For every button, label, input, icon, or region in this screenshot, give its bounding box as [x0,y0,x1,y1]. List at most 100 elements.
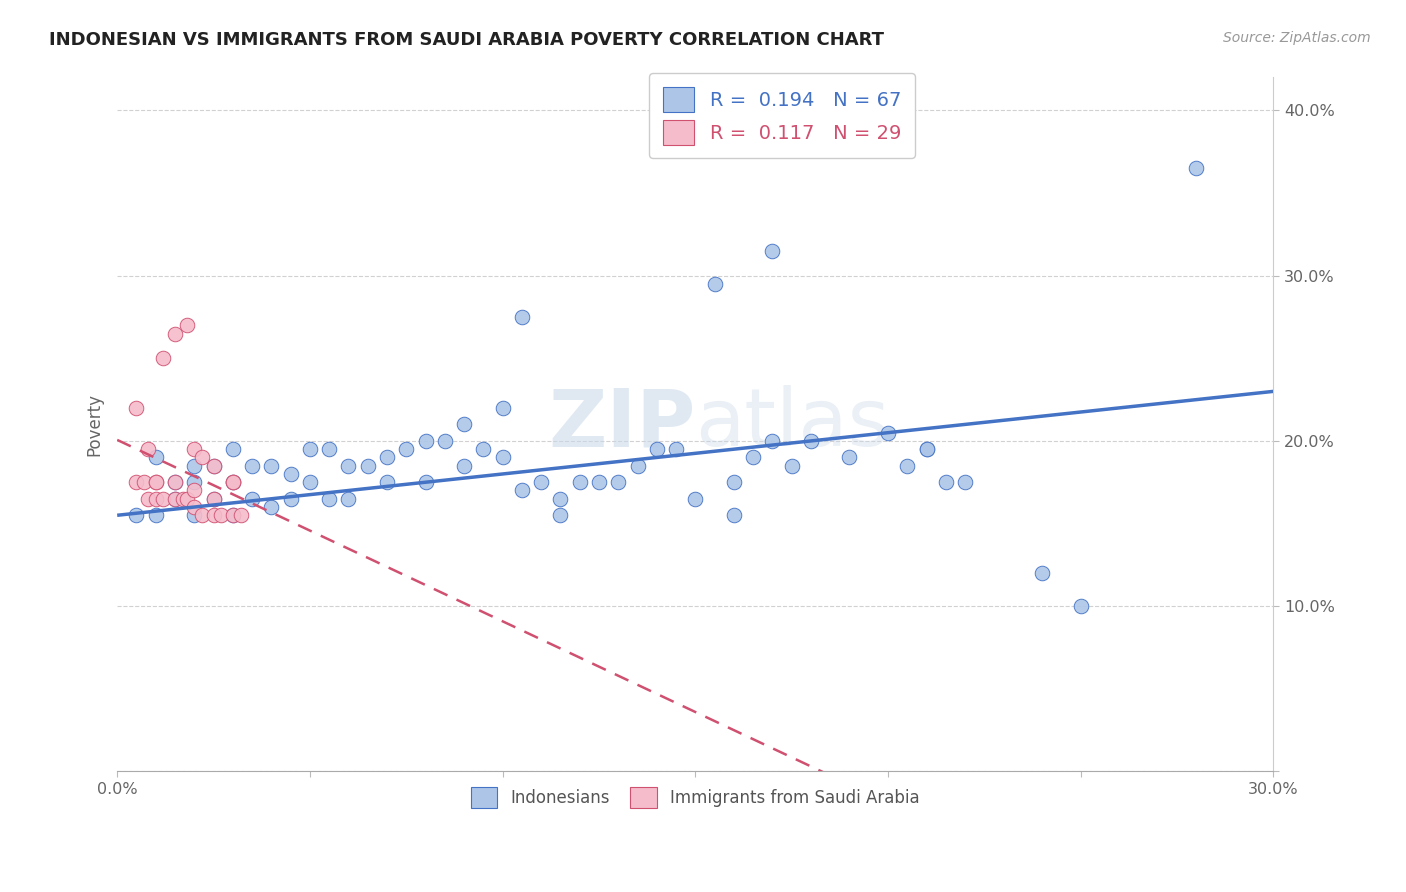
Point [163,326,186,341]
Point [915,442,938,457]
Point [125,401,148,415]
Point [202,491,225,506]
Point [761,434,783,448]
Point [337,458,360,473]
Point [357,458,380,473]
Point [337,491,360,506]
Point [145,475,167,490]
Point [375,450,398,465]
Text: INDONESIAN VS IMMIGRANTS FROM SAUDI ARABIA POVERTY CORRELATION CHART: INDONESIAN VS IMMIGRANTS FROM SAUDI ARAB… [49,31,884,49]
Point [183,475,205,490]
Point [510,310,533,324]
Point [136,491,159,506]
Point [222,475,245,490]
Point [163,475,186,490]
Point [145,450,167,465]
Point [1031,566,1053,581]
Point [222,475,245,490]
Point [838,450,860,465]
Point [550,491,572,506]
Point [703,277,725,291]
Point [191,508,214,523]
Point [183,458,205,473]
Point [134,475,156,490]
Point [935,475,957,490]
Point [568,475,591,490]
Point [152,351,174,366]
Point [280,467,302,481]
Point [415,475,437,490]
Point [491,401,513,415]
Point [375,475,398,490]
Point [415,434,437,448]
Point [229,508,252,523]
Point [1070,599,1092,614]
Point [453,458,475,473]
Point [222,475,245,490]
Point [298,475,321,490]
Point [172,491,194,506]
Point [607,475,630,490]
Point [723,475,745,490]
Point [877,425,900,440]
Point [202,458,225,473]
Point [645,442,668,457]
Point [163,491,186,506]
Point [280,491,302,506]
Point [152,491,174,506]
Point [550,508,572,523]
Point [163,491,186,506]
Point [222,508,245,523]
Point [780,458,803,473]
Text: atlas: atlas [696,385,890,464]
Point [163,475,186,490]
Point [915,442,938,457]
Text: Source: ZipAtlas.com: Source: ZipAtlas.com [1223,31,1371,45]
Point [183,508,205,523]
Point [1185,161,1208,176]
Point [665,442,688,457]
Point [145,491,167,506]
Point [222,442,245,457]
Point [191,450,214,465]
Point [125,508,148,523]
Point [318,442,340,457]
Point [588,475,610,490]
Point [183,500,205,514]
Point [530,475,553,490]
Point [202,508,225,523]
Point [209,508,232,523]
Point [800,434,823,448]
Point [298,442,321,457]
Point [202,458,225,473]
Point [510,483,533,498]
Point [176,491,198,506]
Point [685,491,707,506]
Point [240,458,263,473]
Legend: Indonesians, Immigrants from Saudi Arabia: Indonesians, Immigrants from Saudi Arabi… [464,780,927,815]
Point [953,475,976,490]
Point [176,318,198,333]
Y-axis label: Poverty: Poverty [86,392,103,456]
Point [395,442,418,457]
Point [260,500,283,514]
Point [896,458,918,473]
Point [125,475,148,490]
Point [202,491,225,506]
Point [318,491,340,506]
Point [742,450,765,465]
Point [260,458,283,473]
Point [472,442,495,457]
Point [723,508,745,523]
Point [222,508,245,523]
Point [491,450,513,465]
Point [183,442,205,457]
Point [761,244,783,258]
Point [145,508,167,523]
Point [433,434,456,448]
Point [240,491,263,506]
Point [183,483,205,498]
Point [626,458,648,473]
Point [145,475,167,490]
Point [136,442,159,457]
